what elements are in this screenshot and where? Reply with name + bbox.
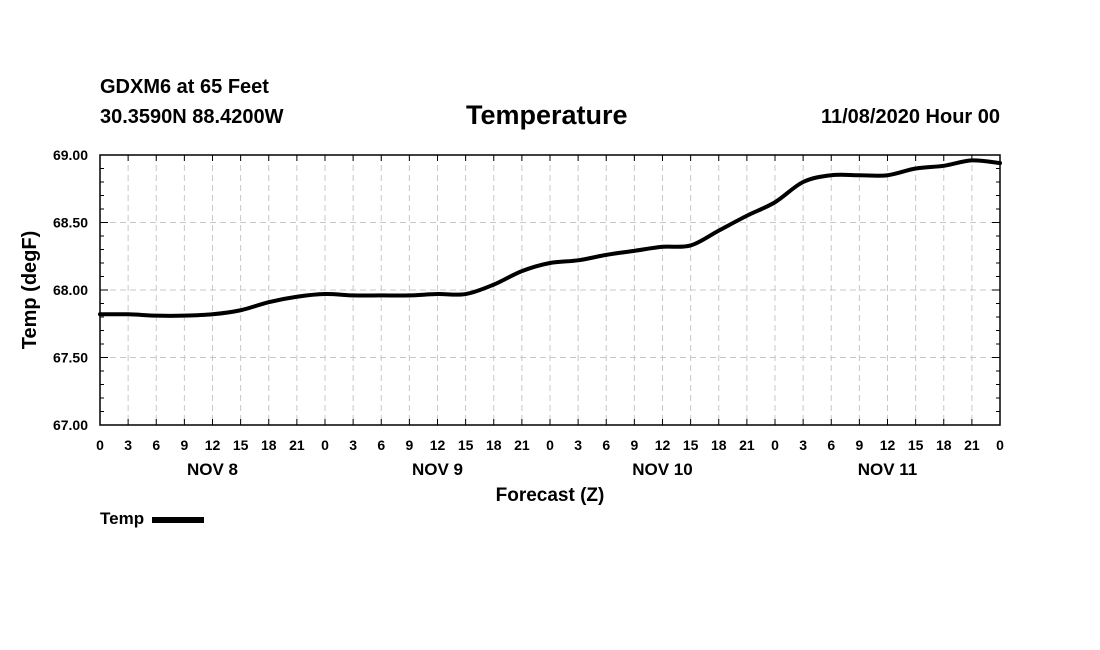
y-tick-label: 67.50 [53,350,88,366]
x-tick-label: 6 [152,437,160,453]
x-tick-label: 15 [233,437,249,453]
x-tick-label: 21 [964,437,980,453]
x-tick-label: 6 [602,437,610,453]
legend-line-swatch [152,517,205,523]
x-tick-label: 9 [180,437,188,453]
x-tick-label: 3 [574,437,582,453]
y-axis-title: Temp (degF) [19,231,41,350]
day-label: NOV 11 [858,460,918,479]
x-tick-label: 6 [827,437,835,453]
legend: Temp [100,509,205,529]
x-tick-label: 15 [683,437,699,453]
y-tick-label: 67.00 [53,417,88,433]
temp-series-line [98,158,1002,318]
day-label: NOV 8 [187,460,238,479]
x-tick-label: 9 [630,437,638,453]
x-tick-label: 0 [771,437,779,453]
x-tick-label: 12 [205,437,221,453]
x-tick-label: 3 [349,437,357,453]
x-tick-label: 3 [124,437,132,453]
x-tick-label: 3 [799,437,807,453]
x-tick-label: 0 [996,437,1004,453]
forecast-timestamp: 11/08/2020 Hour 00 [820,106,1000,128]
x-tick-label: 21 [514,437,530,453]
x-tick-label: 15 [908,437,924,453]
x-tick-label: 9 [855,437,863,453]
x-tick-label: 18 [486,437,502,453]
x-tick-label: 18 [261,437,277,453]
x-tick-label: 12 [655,437,671,453]
series-layer [98,158,1002,318]
station-label: GDXM6 at 65 Feet [100,76,269,98]
grid [100,155,1000,425]
y-tick-label: 69.00 [53,147,88,163]
legend-label: Temp [100,509,145,528]
x-tick-label: 15 [458,437,474,453]
x-tick-label: 12 [430,437,446,453]
x-tick-label: 12 [880,437,896,453]
station-coordinates: 30.3590N 88.4200W [100,106,284,128]
y-tick-label: 68.00 [53,282,88,298]
x-tick-label: 0 [96,437,104,453]
x-tick-label: 0 [546,437,554,453]
axes [99,154,1001,426]
x-tick-label: 6 [377,437,385,453]
x-tick-label: 21 [289,437,305,453]
x-tick-label: 21 [739,437,755,453]
x-tick-label: 18 [711,437,727,453]
x-tick-label: 9 [405,437,413,453]
chart-title: Temperature [466,100,628,130]
axis-labels: 0 3 6 9 12 15 18 21 0 3 6 9 12 15 18 21 0 3 6 9 12 15 18 21 0 3 6 9… [19,147,1004,506]
y-tick-label: 68.50 [53,215,88,231]
x-axis-title: Forecast (Z) [496,485,605,506]
day-label: NOV 9 [412,460,463,479]
x-tick-label: 18 [936,437,952,453]
day-label: NOV 10 [632,460,692,479]
x-tick-label: 0 [321,437,329,453]
